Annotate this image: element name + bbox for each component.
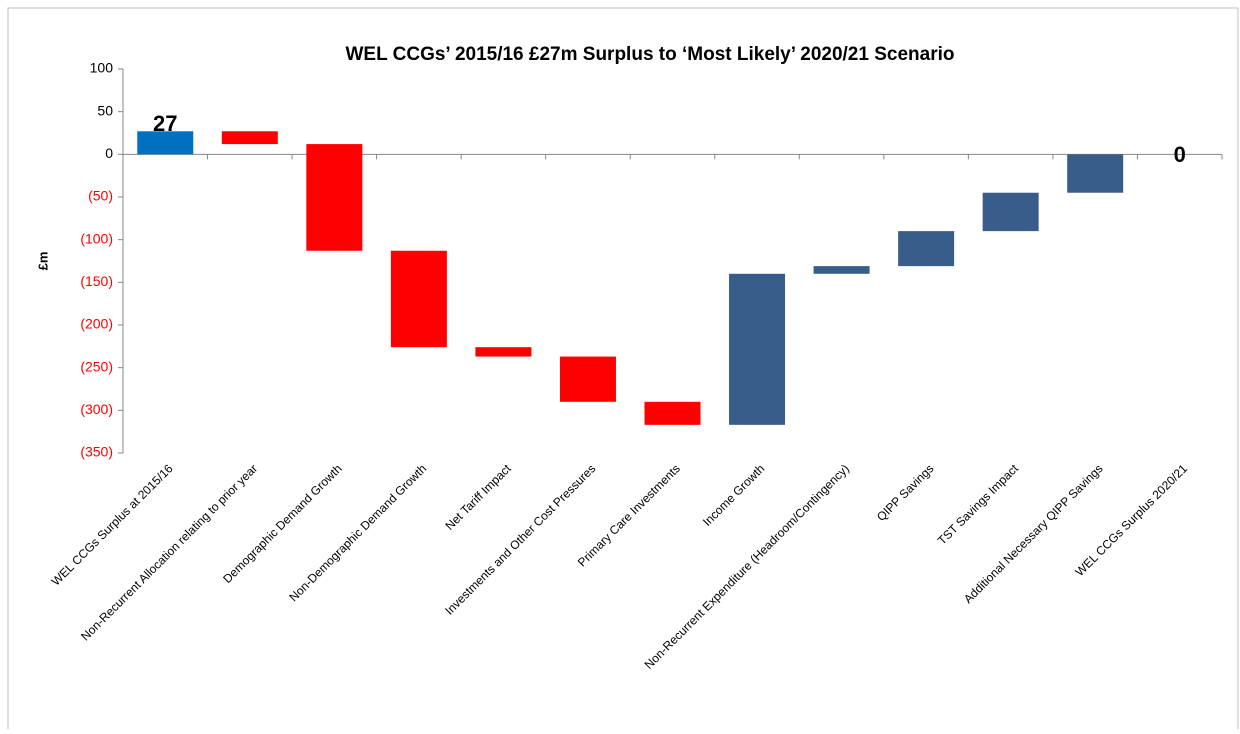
y-tick-label: (150) (80, 273, 113, 289)
chart-border (7, 7, 1239, 734)
bar (644, 401, 701, 425)
bar (559, 356, 616, 402)
chart-title: WEL CCGs’ 2015/16 £27m Surplus to ‘Most … (346, 44, 955, 65)
y-tick-label: 50 (97, 102, 113, 118)
data-label: 27 (153, 111, 177, 136)
y-axis-label: £m (35, 252, 50, 271)
bar (137, 131, 194, 155)
bar (898, 231, 955, 267)
bar (729, 273, 786, 425)
bar (475, 347, 532, 357)
bar (306, 144, 363, 251)
bar (813, 266, 870, 274)
bar (1067, 154, 1124, 193)
y-tick-label: (200) (80, 316, 113, 332)
bar (982, 192, 1039, 232)
y-tick-label: (100) (80, 230, 113, 246)
bar (390, 250, 447, 348)
y-tick-label: (250) (80, 358, 113, 374)
bar (221, 131, 278, 145)
y-tick-label: (300) (80, 401, 113, 417)
y-tick-label: (50) (88, 188, 113, 204)
y-tick-label: 0 (105, 145, 113, 161)
y-tick-label: 100 (90, 60, 114, 76)
data-label: 0 (1174, 142, 1186, 167)
y-tick-label: (350) (80, 444, 113, 460)
